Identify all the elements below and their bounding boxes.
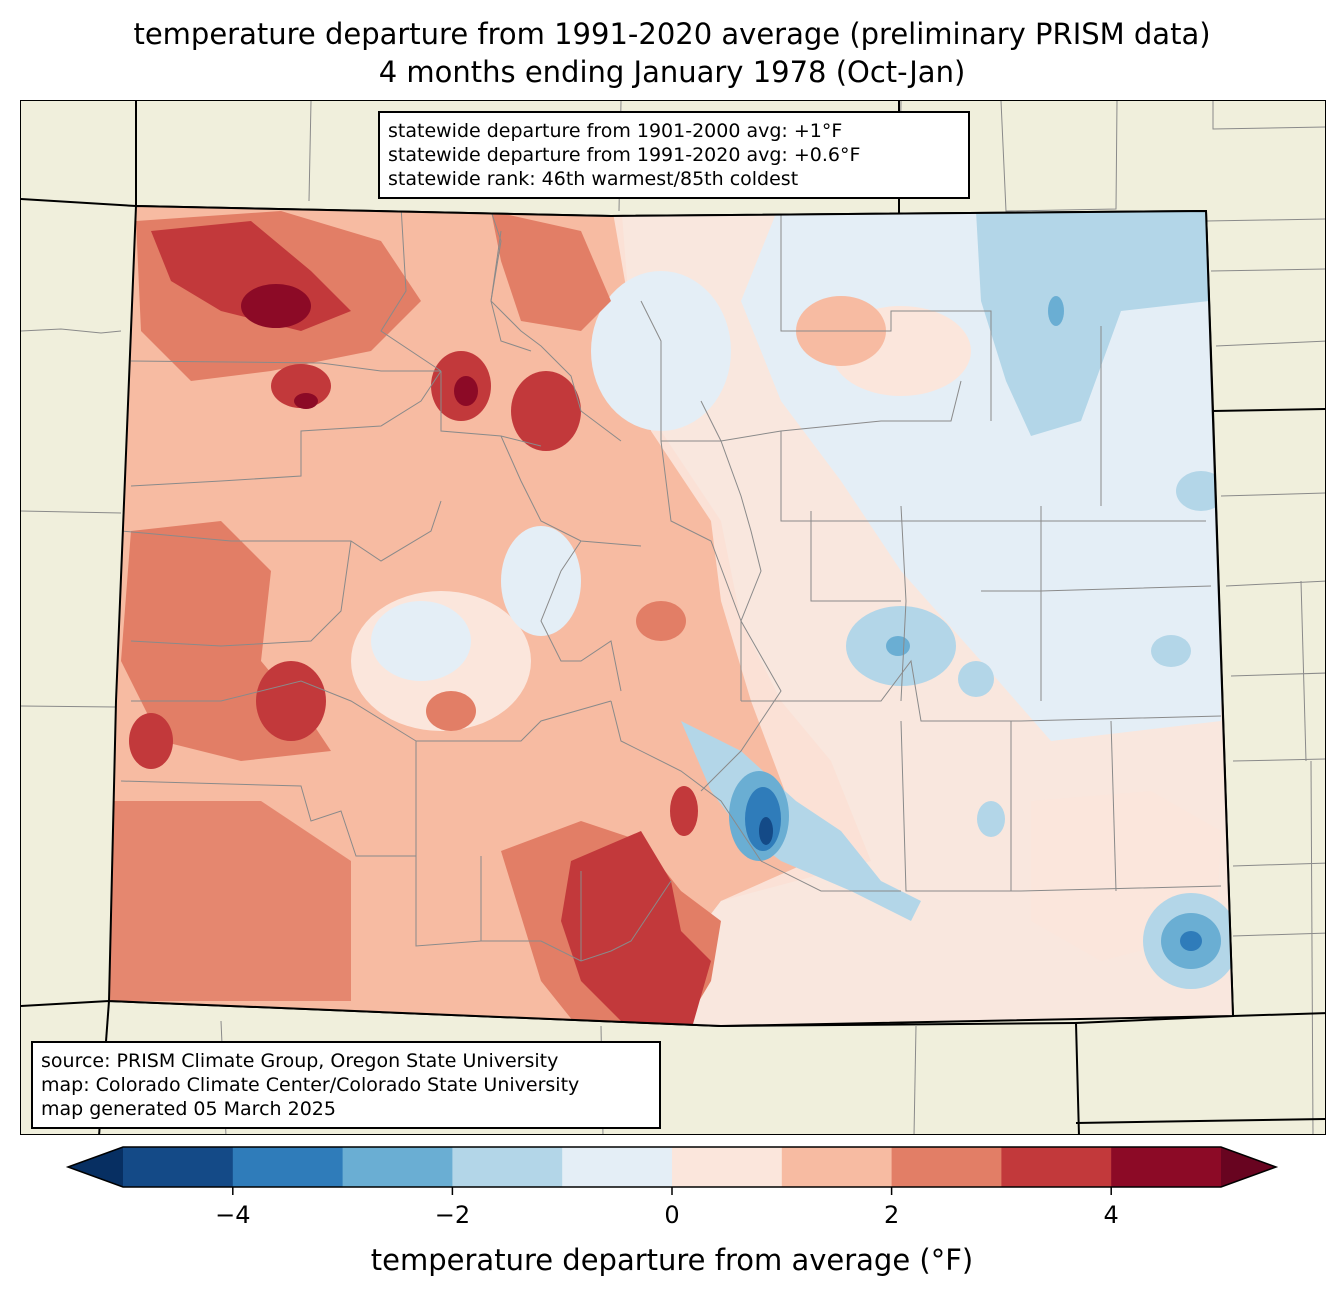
- map-title-line-1: temperature departure from 1991-2020 ave…: [133, 17, 1211, 51]
- credits-generated: map generated 05 March 2025: [41, 1098, 336, 1120]
- colorbar-bin-7: [891, 1147, 1002, 1187]
- colorbar-bin-5: [672, 1147, 783, 1187]
- credits-box: source: PRISM Climate Group, Oregon Stat…: [31, 1041, 661, 1129]
- colorbar-bin-1: [232, 1147, 344, 1187]
- colorbar-ticks: −4 −2 0 2 4: [215, 1187, 1119, 1229]
- neighbor-county-lines: [21, 101, 1325, 1134]
- colorbar-tick-label-3: 2: [884, 1201, 899, 1229]
- stats-rank: statewide rank: 46th warmest/85th coldes…: [388, 168, 799, 190]
- credits-source: source: PRISM Climate Group, Oregon Stat…: [41, 1050, 559, 1072]
- colorbar-bins: [65, 1146, 1279, 1188]
- stats-departure-1901-2000: statewide departure from 1901-2000 avg: …: [388, 120, 843, 142]
- map-panel: [20, 100, 1326, 1135]
- colorbar-tick-label-1: −2: [435, 1201, 470, 1229]
- colorbar-bin-6: [781, 1147, 893, 1187]
- colorbar-bin-4: [562, 1147, 673, 1187]
- colorbar-bin-9: [1111, 1147, 1222, 1187]
- map-title-line-2: 4 months ending January 1978 (Oct-Jan): [378, 55, 966, 89]
- colorbar-tick-label-4: 4: [1104, 1201, 1119, 1229]
- temperature-field: [109, 206, 1233, 1026]
- statewide-stats-box: statewide departure from 1901-2000 avg: …: [378, 111, 970, 199]
- colorbar-bin-0: [123, 1147, 234, 1187]
- colorbar-bin-3: [452, 1147, 563, 1187]
- colorbar-tick-label-0: −4: [215, 1201, 250, 1229]
- temperature-departure-map: [21, 101, 1325, 1134]
- colorbar-bin-8: [1001, 1147, 1112, 1187]
- stats-departure-1991-2020: statewide departure from 1991-2020 avg: …: [388, 144, 861, 166]
- colorbar-bin-2: [342, 1147, 453, 1187]
- colorbar-outline: [65, 1146, 1279, 1188]
- colorbar-under-arrow: [68, 1147, 123, 1187]
- colorbar: −4 −2 0 2 4: [65, 1146, 1279, 1229]
- colorbar-over-arrow: [1221, 1147, 1276, 1187]
- credits-map: map: Colorado Climate Center/Colorado St…: [41, 1074, 580, 1096]
- colorbar-label: temperature departure from average (°F): [370, 1243, 974, 1277]
- county-lines: [120, 206, 1222, 962]
- colorado-outline: [107, 204, 1235, 1028]
- colorbar-tick-label-2: 0: [664, 1201, 679, 1229]
